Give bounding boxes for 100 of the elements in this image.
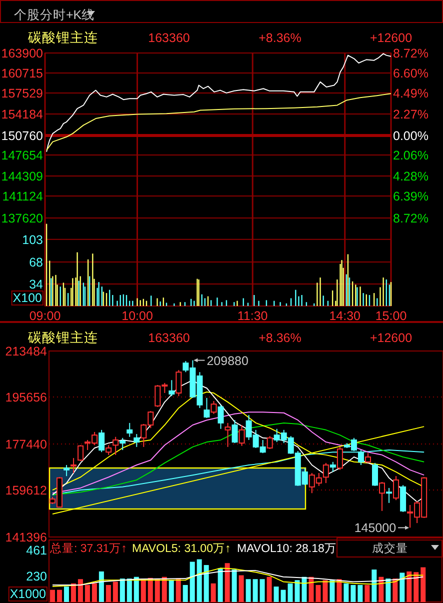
candlestick bbox=[120, 437, 126, 451]
bar bbox=[302, 576, 307, 602]
text: +12600 bbox=[370, 31, 412, 45]
y2-tick-label: 6.39% bbox=[393, 189, 428, 204]
text: +12600 bbox=[370, 331, 412, 345]
candlestick bbox=[232, 420, 238, 444]
y-tick-label: 154184 bbox=[1, 108, 44, 122]
y2-tick-label: 8.72% bbox=[393, 46, 428, 60]
y-tick-label: 137620 bbox=[1, 212, 44, 226]
y-axis-title: X100 bbox=[12, 291, 42, 305]
x-tick-label: 14:30 bbox=[329, 309, 361, 323]
bar bbox=[106, 584, 111, 602]
bar bbox=[196, 559, 202, 602]
bar bbox=[386, 578, 391, 602]
y-tick-label: 103 bbox=[22, 232, 44, 247]
bar bbox=[420, 567, 426, 602]
bar bbox=[64, 586, 69, 602]
y-tick-label: 141396 bbox=[5, 530, 48, 544]
candlestick bbox=[106, 444, 112, 456]
candlestick bbox=[336, 446, 343, 470]
candlestick bbox=[98, 429, 105, 453]
bar bbox=[190, 562, 195, 602]
bar bbox=[266, 576, 272, 602]
bar bbox=[344, 583, 349, 602]
y2-tick-label: 0.00% bbox=[393, 129, 428, 143]
text: +8.36% bbox=[258, 331, 302, 345]
candlestick bbox=[266, 436, 273, 450]
candlestick bbox=[134, 434, 140, 448]
candlestick bbox=[238, 424, 245, 446]
bar bbox=[182, 584, 188, 602]
candlestick bbox=[210, 400, 217, 414]
y2-tick-label: 6.60% bbox=[393, 66, 428, 81]
line-series bbox=[46, 53, 392, 152]
annotation: 成交量 bbox=[372, 541, 408, 555]
y-tick-label: 160715 bbox=[1, 66, 44, 80]
annotation: MAVOL5: 31.00万↑ bbox=[132, 542, 231, 555]
x-tick-label: 11:30 bbox=[237, 309, 268, 323]
bar bbox=[168, 580, 174, 602]
bar bbox=[148, 578, 153, 602]
bar bbox=[322, 580, 328, 602]
text: 163360 bbox=[148, 331, 190, 345]
x-tick-label: 10:00 bbox=[122, 309, 153, 323]
candlestick bbox=[330, 461, 336, 472]
y-tick-label: 150760 bbox=[1, 129, 44, 143]
y-tick-label: 68 bbox=[29, 256, 44, 270]
bar bbox=[336, 579, 342, 602]
y2-tick-label: 4.49% bbox=[393, 86, 428, 101]
x-tick-label: 09:00 bbox=[29, 309, 61, 323]
y-tick-label: 147654 bbox=[1, 148, 44, 162]
y-tick-label: 177440 bbox=[5, 438, 48, 452]
bar bbox=[308, 576, 314, 602]
y-tick-label: 163900 bbox=[1, 46, 44, 60]
bar bbox=[246, 579, 251, 602]
y-tick-label: 159612 bbox=[5, 484, 48, 498]
annotation: 145000 bbox=[354, 521, 396, 536]
annotation: MAVOL10: 28.18万 bbox=[237, 542, 336, 555]
bar bbox=[392, 578, 398, 602]
bar bbox=[154, 578, 160, 602]
y-tick-label: 141124 bbox=[2, 190, 44, 204]
bar bbox=[238, 575, 244, 602]
y2-tick-label: 4.28% bbox=[393, 169, 428, 184]
bar bbox=[316, 584, 321, 602]
bar bbox=[400, 572, 405, 602]
bar bbox=[92, 583, 97, 602]
bar bbox=[78, 579, 83, 602]
bar bbox=[414, 572, 419, 602]
line-series bbox=[46, 93, 392, 151]
candlestick bbox=[204, 397, 210, 419]
bar bbox=[134, 576, 139, 602]
bar bbox=[56, 590, 62, 602]
candlestick bbox=[126, 422, 133, 438]
y-tick-label: 34 bbox=[29, 278, 44, 292]
bar bbox=[120, 578, 125, 602]
y-tick-label: 144309 bbox=[1, 170, 44, 184]
bar bbox=[358, 584, 363, 602]
annotation: 209880 bbox=[206, 354, 248, 368]
bar bbox=[406, 571, 412, 602]
bar bbox=[224, 563, 230, 602]
bar bbox=[280, 590, 286, 602]
candlestick bbox=[78, 444, 84, 462]
y2-tick-label: 2.06% bbox=[393, 148, 428, 162]
bar bbox=[218, 568, 223, 602]
candlestick bbox=[322, 462, 329, 484]
chart-title: 碳酸锂主连 bbox=[27, 30, 98, 45]
candlestick bbox=[372, 462, 378, 486]
bar bbox=[364, 584, 370, 602]
y-axis-title: X1000 bbox=[10, 587, 46, 601]
candlestick bbox=[379, 482, 386, 512]
candlestick bbox=[64, 464, 70, 477]
bar bbox=[252, 579, 258, 602]
y-tick-label: 195656 bbox=[5, 390, 48, 404]
y-tick-label: 461 bbox=[26, 544, 48, 558]
bar bbox=[176, 578, 181, 602]
bar bbox=[274, 586, 279, 602]
candlestick bbox=[168, 380, 175, 397]
y-tick-label: 213484 bbox=[5, 344, 48, 358]
candlestick bbox=[364, 452, 371, 464]
bar bbox=[162, 576, 167, 602]
candlestick bbox=[386, 487, 392, 504]
bar bbox=[50, 590, 55, 602]
